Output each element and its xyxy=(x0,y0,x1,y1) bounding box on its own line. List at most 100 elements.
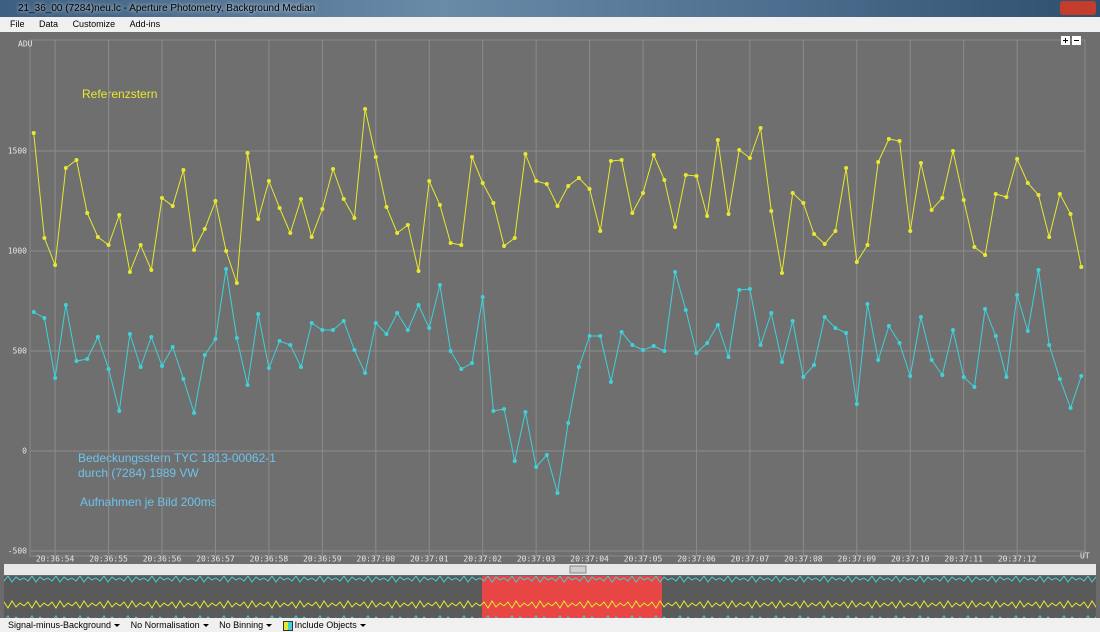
data-point xyxy=(576,365,581,369)
dropdown[interactable]: Signal-minus-Background xyxy=(8,620,121,630)
data-point xyxy=(427,326,432,330)
data-point xyxy=(1047,235,1052,239)
data-point xyxy=(138,243,143,247)
data-point xyxy=(63,303,68,307)
data-point xyxy=(983,253,988,257)
x-axis-label: UT xyxy=(1080,552,1090,561)
data-point xyxy=(1025,181,1030,185)
data-point xyxy=(694,174,699,178)
data-point xyxy=(160,364,165,368)
data-point xyxy=(854,402,859,406)
data-point xyxy=(31,131,36,135)
data-point xyxy=(972,385,977,389)
scroll-thumb[interactable] xyxy=(569,565,587,574)
data-point xyxy=(918,315,923,319)
x-tick-label: 20:37:02 xyxy=(463,555,502,564)
data-point xyxy=(298,365,303,369)
data-point xyxy=(769,311,774,315)
data-point xyxy=(598,334,603,338)
data-point xyxy=(534,465,539,469)
annotation: durch (7284) 1989 VW xyxy=(78,466,199,480)
data-point xyxy=(747,287,752,291)
x-tick-label: 20:37:08 xyxy=(784,555,823,564)
data-point xyxy=(619,330,624,334)
data-point xyxy=(331,328,336,332)
data-point xyxy=(95,335,100,339)
x-tick-label: 20:37:06 xyxy=(677,555,716,564)
dropdown-label: Include Objects xyxy=(294,620,357,630)
data-point xyxy=(331,167,336,171)
data-point xyxy=(277,206,282,210)
dropdown[interactable]: No Normalisation xyxy=(131,620,209,630)
data-point xyxy=(758,343,763,347)
status-toolbar: Signal-minus-Background No Normalisation… xyxy=(0,618,1100,632)
dropdown[interactable]: No Binning xyxy=(219,620,273,630)
data-point xyxy=(320,207,325,211)
x-tick-label: 20:37:03 xyxy=(517,555,556,564)
data-point xyxy=(202,227,207,231)
data-point xyxy=(512,459,517,463)
x-tick-label: 20:37:11 xyxy=(944,555,983,564)
y-axis-label: ADU xyxy=(18,40,33,49)
data-point xyxy=(715,323,720,327)
data-point xyxy=(758,126,763,130)
data-point xyxy=(544,453,549,457)
data-point xyxy=(480,295,485,299)
menu-item[interactable]: File xyxy=(10,19,25,29)
data-point xyxy=(651,344,656,348)
data-point xyxy=(630,343,635,347)
x-tick-label: 20:37:01 xyxy=(410,555,449,564)
data-point xyxy=(587,187,592,191)
x-tick-label: 20:37:04 xyxy=(570,555,609,564)
data-point xyxy=(53,376,58,380)
data-point xyxy=(256,217,261,221)
data-point xyxy=(512,236,517,240)
x-tick-label: 20:36:59 xyxy=(303,555,342,564)
data-point xyxy=(469,361,474,365)
data-point xyxy=(822,242,827,246)
dropdown[interactable]: Include Objects xyxy=(282,620,366,631)
data-point xyxy=(192,411,197,415)
scrollbar[interactable] xyxy=(4,564,1096,575)
menu-bar: File Data Customize Add-ins xyxy=(0,17,1100,32)
data-point xyxy=(127,270,132,274)
data-point xyxy=(737,148,742,152)
data-point xyxy=(117,409,122,413)
menu-item[interactable]: Customize xyxy=(72,19,116,29)
data-point xyxy=(85,357,90,361)
y-tick-label: 500 xyxy=(13,347,28,356)
y-tick-label: 1500 xyxy=(8,147,27,156)
data-point xyxy=(192,248,197,252)
data-point xyxy=(865,243,870,247)
dropdown-label: Signal-minus-Background xyxy=(8,620,112,630)
data-point xyxy=(106,367,111,371)
data-point xyxy=(266,179,271,183)
x-tick-label: 20:37:05 xyxy=(624,555,663,564)
data-point xyxy=(876,160,881,164)
data-point xyxy=(1079,374,1084,378)
data-point xyxy=(416,303,421,307)
data-point xyxy=(469,155,474,159)
dropdown-label: No Binning xyxy=(219,620,264,630)
data-point xyxy=(181,168,186,172)
data-point xyxy=(523,410,528,414)
close-button[interactable] xyxy=(1060,1,1096,15)
data-point xyxy=(373,321,378,325)
data-point xyxy=(1015,157,1020,161)
data-point xyxy=(352,216,357,220)
data-point xyxy=(448,349,453,353)
data-point xyxy=(983,307,988,311)
data-point xyxy=(1079,265,1084,269)
data-point xyxy=(908,374,913,378)
data-point xyxy=(491,201,496,205)
dropdown-label: No Normalisation xyxy=(130,620,200,630)
data-point xyxy=(908,229,913,233)
data-point xyxy=(534,179,539,183)
data-point xyxy=(619,158,624,162)
menu-item[interactable]: Add-ins xyxy=(129,19,161,29)
data-point xyxy=(993,334,998,338)
menu-item[interactable]: Data xyxy=(39,19,59,29)
data-point xyxy=(459,243,464,247)
data-point xyxy=(309,235,314,239)
